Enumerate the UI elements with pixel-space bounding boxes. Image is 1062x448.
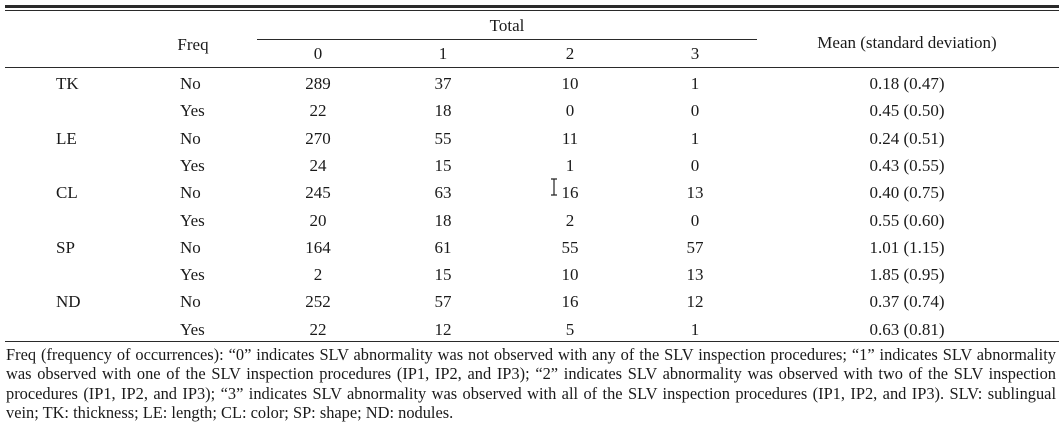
cell-level-2: 2: [565, 211, 575, 230]
total-span-rule: [257, 39, 757, 40]
cell-level-1: 61: [434, 238, 452, 257]
cell-level-0: 252: [305, 292, 331, 311]
header-mean: Mean (standard deviation): [817, 33, 997, 52]
cell-level-1: 18: [434, 211, 452, 230]
cell-level-2: 5: [565, 320, 575, 339]
cell-level-2: 0: [565, 101, 575, 120]
cell-level-3: 1: [690, 74, 700, 93]
cell-level-0: 22: [309, 101, 327, 120]
cell-level-3: 0: [690, 211, 700, 230]
cell-mean: 0.63 (0.81): [869, 320, 945, 339]
cell-level-1: 57: [434, 292, 452, 311]
row-freq: No: [180, 74, 201, 93]
header-total: Total: [489, 16, 525, 35]
cell-level-0: 2: [313, 265, 323, 284]
row-freq: Yes: [180, 265, 205, 284]
cell-level-1: 15: [434, 265, 452, 284]
row-label: ND: [56, 292, 81, 311]
cell-level-3: 1: [690, 320, 700, 339]
cell-mean: 0.45 (0.50): [869, 101, 945, 120]
header-bottom-rule: [5, 67, 1059, 68]
cell-level-3: 12: [686, 292, 704, 311]
header-level-1: 1: [438, 44, 448, 63]
row-label: SP: [56, 238, 75, 257]
cell-level-2: 16: [561, 183, 579, 202]
cell-level-1: 37: [434, 74, 452, 93]
row-freq: Yes: [180, 320, 205, 339]
row-label: CL: [56, 183, 78, 202]
cell-level-0: 22: [309, 320, 327, 339]
table-top-rule-inner: [5, 10, 1059, 11]
row-freq: Yes: [180, 156, 205, 175]
cell-level-3: 57: [686, 238, 704, 257]
header-level-3: 3: [690, 44, 700, 63]
cell-level-3: 0: [690, 156, 700, 175]
row-freq: No: [180, 183, 201, 202]
cell-mean: 0.55 (0.60): [869, 211, 945, 230]
row-freq: Yes: [180, 211, 205, 230]
cell-level-2: 10: [561, 74, 579, 93]
cell-level-2: 11: [561, 129, 579, 148]
row-freq: No: [180, 129, 201, 148]
cell-level-0: 270: [305, 129, 331, 148]
cell-level-1: 63: [434, 183, 452, 202]
cell-level-2: 1: [565, 156, 575, 175]
row-freq: No: [180, 292, 201, 311]
table-top-rule: [5, 5, 1059, 8]
text-cursor-icon: [551, 178, 557, 196]
header-freq: Freq: [177, 35, 209, 54]
cell-level-3: 13: [686, 183, 704, 202]
cell-level-3: 13: [686, 265, 704, 284]
row-label: TK: [56, 74, 79, 93]
cell-level-1: 18: [434, 101, 452, 120]
cell-level-2: 16: [561, 292, 579, 311]
table-footnote: Freq (frequency of occurrences): “0” ind…: [6, 345, 1056, 423]
cell-level-0: 289: [305, 74, 331, 93]
header-level-0: 0: [313, 44, 323, 63]
table-bottom-rule: [5, 341, 1059, 342]
cell-level-3: 1: [690, 129, 700, 148]
cell-level-0: 245: [305, 183, 331, 202]
cell-level-3: 0: [690, 101, 700, 120]
cell-level-1: 12: [434, 320, 452, 339]
header-level-2: 2: [565, 44, 575, 63]
row-label: LE: [56, 129, 77, 148]
cell-level-2: 55: [561, 238, 579, 257]
cell-level-0: 164: [305, 238, 331, 257]
cell-level-0: 20: [309, 211, 327, 230]
cell-mean: 0.37 (0.74): [869, 292, 945, 311]
cell-mean: 0.18 (0.47): [869, 74, 945, 93]
cell-mean: 0.40 (0.75): [869, 183, 945, 202]
cell-mean: 0.43 (0.55): [869, 156, 945, 175]
cell-mean: 0.24 (0.51): [869, 129, 945, 148]
cell-level-2: 10: [561, 265, 579, 284]
cell-level-1: 55: [434, 129, 452, 148]
cell-level-0: 24: [309, 156, 327, 175]
cell-mean: 1.85 (0.95): [869, 265, 945, 284]
cell-mean: 1.01 (1.15): [869, 238, 945, 257]
row-freq: Yes: [180, 101, 205, 120]
row-freq: No: [180, 238, 201, 257]
cell-level-1: 15: [434, 156, 452, 175]
